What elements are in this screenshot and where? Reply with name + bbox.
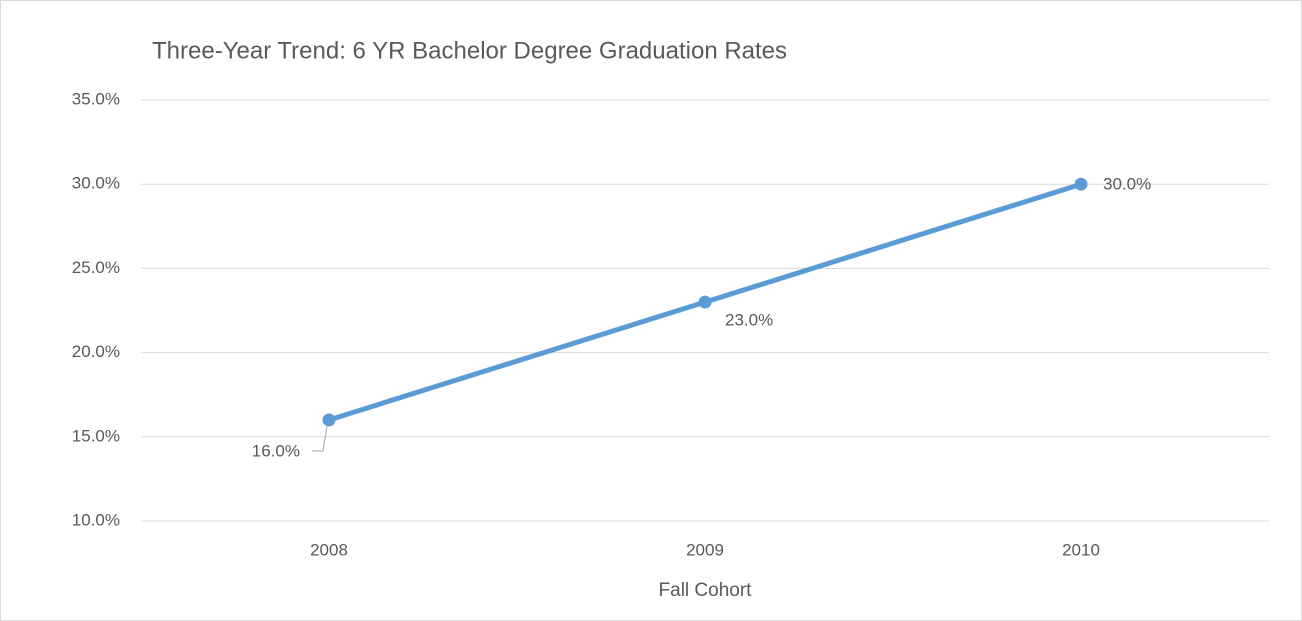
x-tick-label: 2009 <box>686 540 724 559</box>
leader-line <box>312 425 328 452</box>
data-point <box>698 295 712 309</box>
data-point <box>1074 177 1088 191</box>
y-tick-label: 20.0% <box>72 342 120 361</box>
chart-title: Three-Year Trend: 6 YR Bachelor Degree G… <box>152 37 787 64</box>
data-label: 30.0% <box>1103 175 1151 194</box>
y-tick-label: 10.0% <box>72 510 120 529</box>
x-tick-label: 2010 <box>1062 540 1100 559</box>
y-tick-label: 15.0% <box>72 426 120 445</box>
data-point <box>322 413 336 427</box>
y-tick-label: 25.0% <box>72 258 120 277</box>
y-tick-label: 35.0% <box>72 89 120 108</box>
x-tick-label: 2008 <box>310 540 348 559</box>
data-label: 16.0% <box>252 441 300 460</box>
y-tick-label: 30.0% <box>72 174 120 193</box>
data-label: 23.0% <box>725 311 773 330</box>
x-axis-title: Fall Cohort <box>659 580 753 601</box>
